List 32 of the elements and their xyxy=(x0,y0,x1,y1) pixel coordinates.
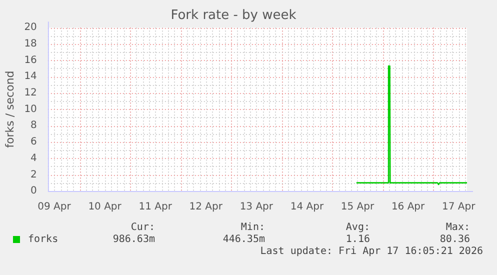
text: Cur: xyxy=(130,222,155,233)
y-tick-label: 10 xyxy=(24,104,37,115)
y-tick-label: 16 xyxy=(24,54,37,66)
x-tick-label: 16 Apr xyxy=(391,202,426,213)
x-tick-label: 13 Apr xyxy=(240,202,274,213)
y-tick-label: 12 xyxy=(24,88,37,99)
text: Last update: Fri Apr 17 16:05:21 2026 xyxy=(260,246,483,257)
y-tick-label: 4 xyxy=(30,152,37,164)
text: Avg: xyxy=(346,222,370,233)
text: 446.35m xyxy=(222,234,265,245)
x-tick-label: 14 Apr xyxy=(290,202,324,213)
x-tick-label: 12 Apr xyxy=(189,202,224,213)
y-tick-label: 8 xyxy=(30,120,37,132)
text: 1.16 xyxy=(346,234,370,245)
legend-label: forks xyxy=(28,234,58,245)
text: Min: xyxy=(240,222,265,233)
text: Max: xyxy=(446,222,470,233)
x-tick-label: 17 Apr xyxy=(442,202,476,213)
y-tick-label: 18 xyxy=(24,38,37,50)
x-tick-label: 11 Apr xyxy=(138,202,173,213)
y-axis-title: forks / second xyxy=(3,70,16,148)
y-tick-label: 14 xyxy=(24,71,37,82)
y-tick-label: 2 xyxy=(30,169,37,180)
y-tick-label: 6 xyxy=(30,136,37,148)
y-tick-label: 0 xyxy=(30,186,37,197)
x-tick-label: 09 Apr xyxy=(38,202,72,213)
x-tick-label: 15 Apr xyxy=(340,202,375,213)
y-tick-label: 20 xyxy=(24,22,37,34)
chart-title: Fork rate - by week xyxy=(170,8,297,24)
text: 80.36 xyxy=(440,234,470,245)
x-tick-label: 10 Apr xyxy=(88,202,122,213)
text: 986.63m xyxy=(112,234,155,245)
